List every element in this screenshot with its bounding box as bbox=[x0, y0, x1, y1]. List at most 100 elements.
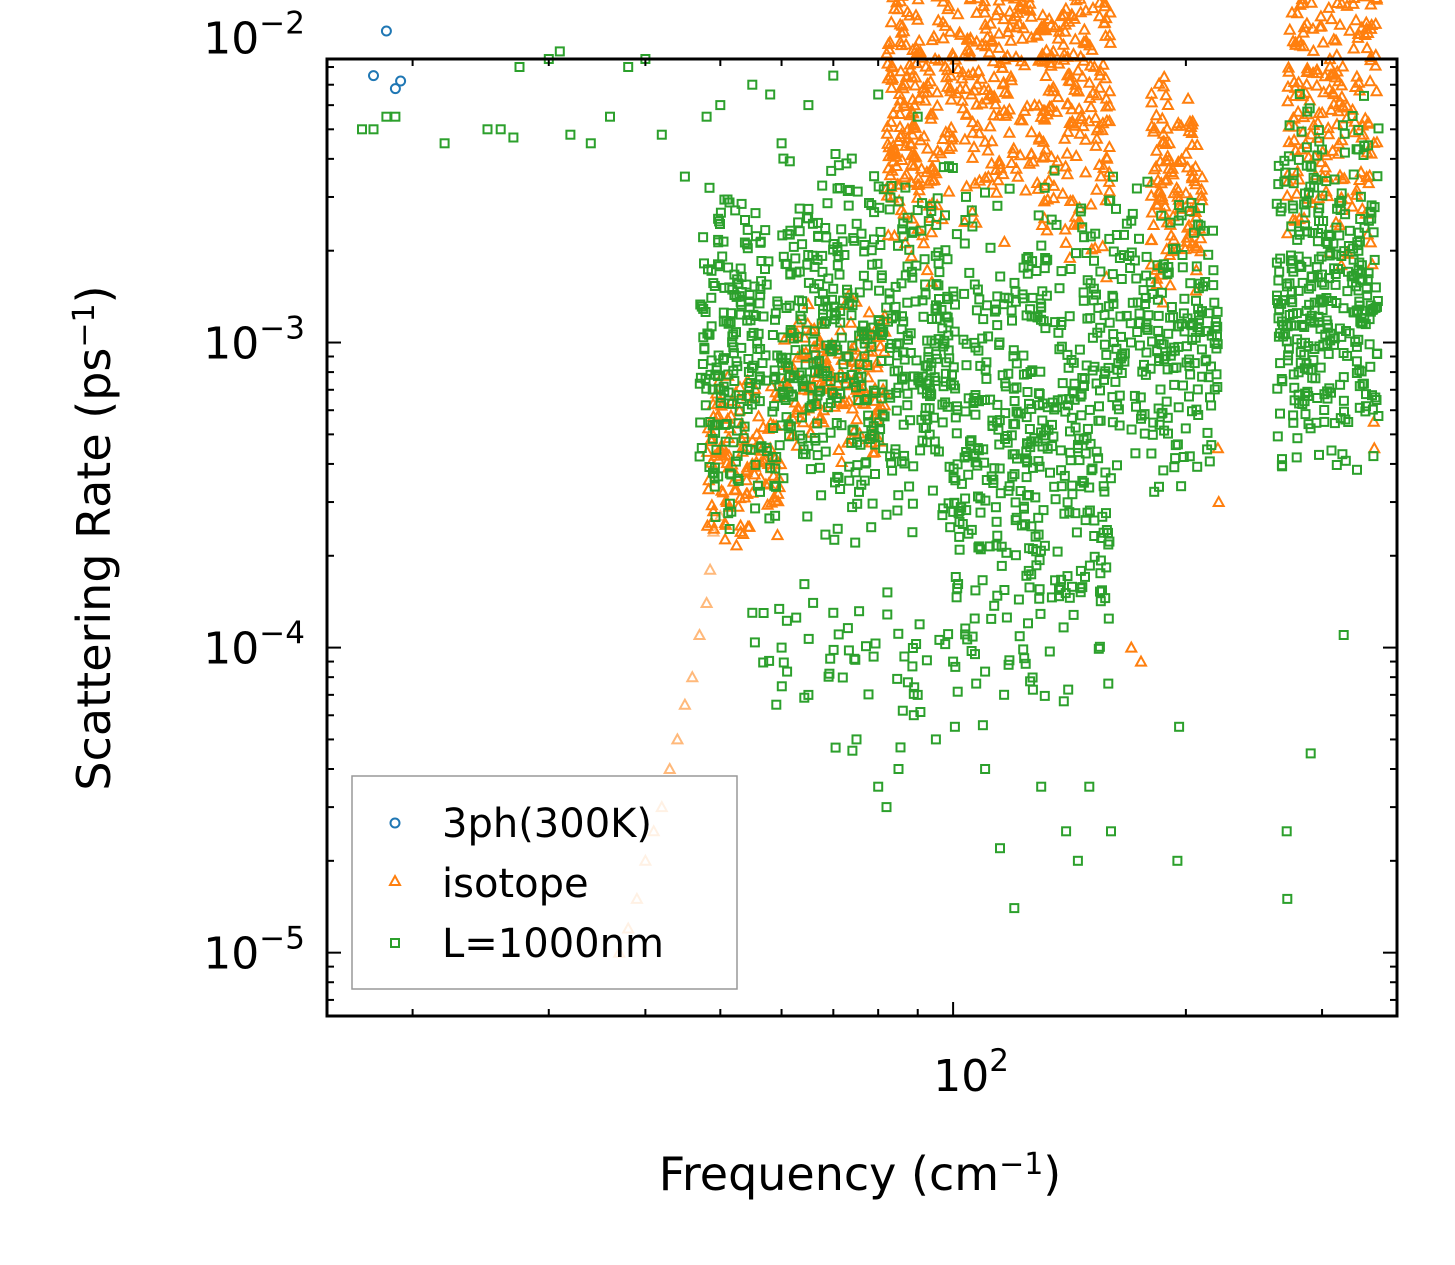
point-isotope bbox=[1087, 59, 1102, 72]
point-isotope bbox=[883, 35, 897, 48]
point-l-1000nm bbox=[856, 381, 867, 391]
point-isotope bbox=[1280, 188, 1294, 201]
point-l-1000nm bbox=[963, 393, 974, 404]
point-l-1000nm bbox=[1334, 197, 1345, 208]
point-l-1000nm bbox=[809, 326, 820, 337]
point-l-1000nm bbox=[1149, 486, 1160, 497]
point-isotope bbox=[887, 228, 902, 241]
point-l-1000nm bbox=[820, 295, 831, 306]
point-l-1000nm bbox=[986, 471, 997, 482]
point-l-1000nm bbox=[781, 412, 792, 423]
point-l-1000nm bbox=[872, 258, 883, 269]
point-l-1000nm bbox=[1314, 136, 1325, 147]
point-l-1000nm bbox=[1338, 348, 1349, 358]
point-isotope bbox=[886, 0, 900, 3]
point-isotope bbox=[1001, 25, 1015, 38]
point-l-1000nm bbox=[785, 269, 796, 280]
point-l-1000nm bbox=[825, 343, 836, 354]
point-isotope bbox=[978, 39, 993, 52]
point-isotope bbox=[940, 79, 955, 92]
point-l-1000nm bbox=[718, 236, 729, 247]
point-l-1000nm bbox=[1179, 293, 1190, 304]
point-isotope bbox=[897, 170, 912, 183]
point-l-1000nm bbox=[1101, 562, 1112, 573]
point-l-1000nm bbox=[966, 205, 977, 216]
point-l-1000nm bbox=[948, 473, 959, 483]
point-l-1000nm bbox=[859, 240, 870, 250]
point-isotope bbox=[1073, 214, 1087, 227]
point-l-1000nm bbox=[710, 512, 721, 522]
point-isotope bbox=[1090, 88, 1104, 101]
point-isotope bbox=[895, 152, 909, 165]
point-l-1000nm bbox=[1131, 401, 1141, 412]
point-l-1000nm bbox=[1134, 233, 1144, 244]
point-l-1000nm bbox=[756, 256, 767, 266]
point-l-1000nm bbox=[1364, 339, 1375, 350]
point-isotope bbox=[727, 483, 742, 496]
point-l-1000nm bbox=[1370, 282, 1381, 293]
point-isotope bbox=[1036, 134, 1051, 147]
point-isotope bbox=[1037, 149, 1052, 162]
point-l-1000nm bbox=[1361, 389, 1371, 400]
point-l-1000nm bbox=[755, 486, 765, 497]
point-l-1000nm bbox=[927, 485, 938, 496]
point-isotope bbox=[978, 5, 992, 18]
point-isotope bbox=[938, 18, 952, 31]
point-isotope bbox=[1007, 141, 1021, 154]
point-isotope bbox=[894, 203, 908, 216]
point-isotope bbox=[1304, 127, 1318, 140]
point-isotope bbox=[998, 85, 1012, 98]
point-l-1000nm bbox=[1071, 248, 1081, 259]
point-l-1000nm bbox=[1049, 481, 1060, 492]
point-3ph-300k- bbox=[395, 75, 407, 87]
point-l-1000nm bbox=[728, 437, 739, 448]
point-l-1000nm bbox=[963, 528, 974, 539]
point-isotope bbox=[844, 315, 858, 328]
point-l-1000nm bbox=[1054, 584, 1064, 595]
point-l-1000nm bbox=[885, 192, 896, 203]
point-l-1000nm bbox=[1188, 320, 1199, 330]
point-l-1000nm bbox=[1184, 391, 1194, 402]
point-l-1000nm bbox=[808, 336, 819, 347]
point-isotope bbox=[963, 0, 977, 5]
point-l-1000nm bbox=[869, 171, 880, 182]
point-l-1000nm bbox=[1045, 467, 1055, 478]
point-l-1000nm bbox=[729, 376, 740, 386]
point-l-1000nm bbox=[960, 406, 971, 417]
point-l-1000nm bbox=[1313, 125, 1324, 136]
point-l-1000nm bbox=[1004, 655, 1015, 666]
point-l-1000nm bbox=[1039, 690, 1050, 701]
point-isotope bbox=[1347, 0, 1361, 3]
point-isotope bbox=[1026, 154, 1040, 167]
point-l-1000nm bbox=[1353, 125, 1364, 136]
point-l-1000nm bbox=[1000, 408, 1011, 419]
point-isotope bbox=[1194, 188, 1209, 201]
point-isotope bbox=[880, 119, 895, 132]
point-l-1000nm bbox=[1111, 203, 1121, 214]
point-l-1000nm bbox=[746, 330, 757, 341]
point-isotope bbox=[685, 670, 699, 683]
point-l-1000nm bbox=[1091, 378, 1102, 389]
point-l-1000nm bbox=[1024, 582, 1035, 593]
point-l-1000nm bbox=[1001, 612, 1012, 623]
point-l-1000nm bbox=[1009, 469, 1020, 480]
point-l-1000nm bbox=[1300, 409, 1311, 420]
point-l-1000nm bbox=[875, 240, 886, 250]
point-l-1000nm bbox=[912, 205, 923, 216]
point-isotope bbox=[981, 82, 996, 95]
point-isotope bbox=[1145, 95, 1159, 108]
point-l-1000nm bbox=[785, 327, 796, 338]
point-l-1000nm bbox=[770, 510, 781, 521]
point-isotope bbox=[1306, 21, 1320, 34]
point-isotope bbox=[1099, 270, 1114, 283]
point-l-1000nm bbox=[812, 418, 823, 429]
point-l-1000nm bbox=[1187, 334, 1198, 345]
point-l-1000nm bbox=[1196, 344, 1207, 355]
point-isotope bbox=[1084, 197, 1098, 210]
point-l-1000nm bbox=[978, 314, 989, 325]
point-isotope bbox=[706, 504, 720, 517]
point-l-1000nm bbox=[1012, 453, 1022, 464]
point-l-1000nm bbox=[856, 228, 867, 239]
point-l-1000nm bbox=[781, 303, 792, 313]
point-l-1000nm bbox=[911, 355, 922, 366]
